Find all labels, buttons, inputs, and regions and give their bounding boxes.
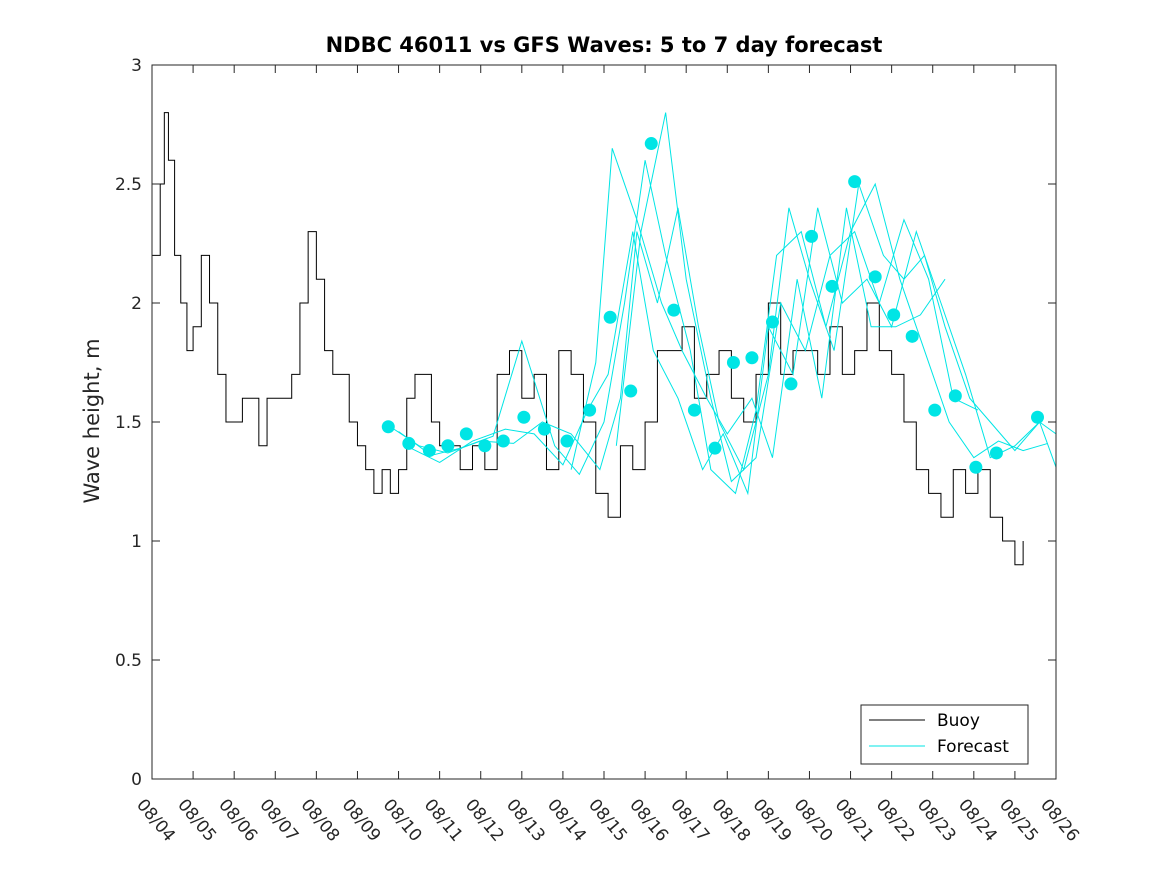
chart-title: NDBC 46011 vs GFS Waves: 5 to 7 day fore… bbox=[326, 33, 883, 57]
forecast-point bbox=[868, 270, 882, 284]
legend-box bbox=[860, 704, 1029, 765]
x-tick-label: 08/13 bbox=[502, 795, 549, 845]
x-tick-label: 08/21 bbox=[831, 795, 878, 845]
forecast-point bbox=[887, 308, 901, 322]
forecast-point bbox=[1031, 410, 1045, 424]
y-tick-label: 0.5 bbox=[115, 651, 142, 671]
forecast-point bbox=[624, 384, 638, 398]
forecast-point bbox=[784, 377, 798, 391]
x-tick-label: 08/11 bbox=[420, 795, 467, 845]
forecast-point bbox=[905, 329, 919, 343]
forecast-point bbox=[969, 460, 983, 474]
forecast-point bbox=[745, 351, 759, 365]
forecast-point bbox=[402, 436, 416, 450]
y-tick-label: 2.5 bbox=[115, 175, 142, 195]
forecast-point bbox=[441, 439, 455, 453]
forecast-point bbox=[381, 420, 395, 434]
forecast-point bbox=[667, 303, 681, 317]
x-tick-label: 08/25 bbox=[995, 795, 1042, 845]
x-tick-label: 08/18 bbox=[707, 795, 754, 845]
forecast-point bbox=[583, 403, 597, 417]
y-axis-label: Wave height, m bbox=[80, 338, 104, 503]
legend-buoy-label: Buoy bbox=[937, 711, 980, 731]
x-tick-label: 08/17 bbox=[666, 795, 713, 845]
x-tick-label: 08/22 bbox=[872, 795, 919, 845]
y-tick-label: 2 bbox=[131, 294, 142, 314]
x-tick-label: 08/26 bbox=[1036, 795, 1083, 845]
series-forecast-line-4 bbox=[570, 148, 946, 470]
series-forecast-line-5 bbox=[615, 112, 979, 483]
forecast-point bbox=[825, 279, 839, 293]
x-tick-label: 08/09 bbox=[338, 795, 385, 845]
forecast-point bbox=[687, 403, 701, 417]
forecast-point bbox=[422, 444, 436, 458]
plot-layer bbox=[152, 112, 1057, 566]
forecast-point bbox=[928, 403, 942, 417]
forecast-point bbox=[603, 310, 617, 324]
forecast-point bbox=[805, 229, 819, 243]
forecast-point bbox=[726, 356, 740, 369]
x-tick-label: 08/16 bbox=[625, 795, 672, 845]
forecast-point bbox=[459, 427, 473, 441]
series-forecast-line-2 bbox=[398, 160, 1048, 495]
forecast-point bbox=[948, 389, 962, 403]
x-tick-label: 08/19 bbox=[749, 795, 796, 845]
y-tick-label: 1.5 bbox=[115, 413, 142, 433]
series-buoy-line bbox=[152, 112, 1024, 566]
y-tick-label: 0 bbox=[131, 770, 142, 790]
forecast-point bbox=[496, 434, 510, 448]
legend-forecast-label: Forecast bbox=[937, 737, 1009, 757]
x-tick-label: 08/08 bbox=[297, 795, 344, 845]
x-tick-label: 08/04 bbox=[132, 795, 179, 845]
x-tick-label: 08/05 bbox=[173, 795, 220, 845]
forecast-point bbox=[848, 175, 862, 189]
forecast-point bbox=[989, 446, 1003, 460]
forecast-point bbox=[765, 315, 779, 329]
x-tick-label: 08/14 bbox=[543, 795, 590, 845]
forecast-point bbox=[644, 137, 658, 151]
x-tick-label: 08/10 bbox=[379, 795, 426, 845]
y-tick-label: 3 bbox=[131, 56, 142, 76]
x-tick-label: 08/07 bbox=[255, 795, 302, 845]
y-tick-label: 1 bbox=[131, 532, 142, 552]
forecast-point bbox=[478, 439, 492, 453]
forecast-point bbox=[517, 410, 531, 424]
legend: Buoy Forecast bbox=[860, 704, 1029, 765]
x-tick-label: 08/23 bbox=[913, 795, 960, 845]
plot-frame bbox=[151, 64, 1057, 780]
series-forecast-line-3 bbox=[410, 207, 1057, 496]
forecast-point bbox=[537, 422, 551, 436]
forecast-point bbox=[560, 434, 574, 448]
x-tick-label: 08/20 bbox=[790, 795, 837, 845]
x-tick-label: 08/12 bbox=[461, 795, 508, 845]
forecast-point bbox=[708, 441, 722, 455]
x-tick-label: 08/15 bbox=[584, 795, 631, 845]
x-tick-label: 08/24 bbox=[954, 795, 1001, 845]
x-tick-label: 08/06 bbox=[214, 795, 261, 845]
